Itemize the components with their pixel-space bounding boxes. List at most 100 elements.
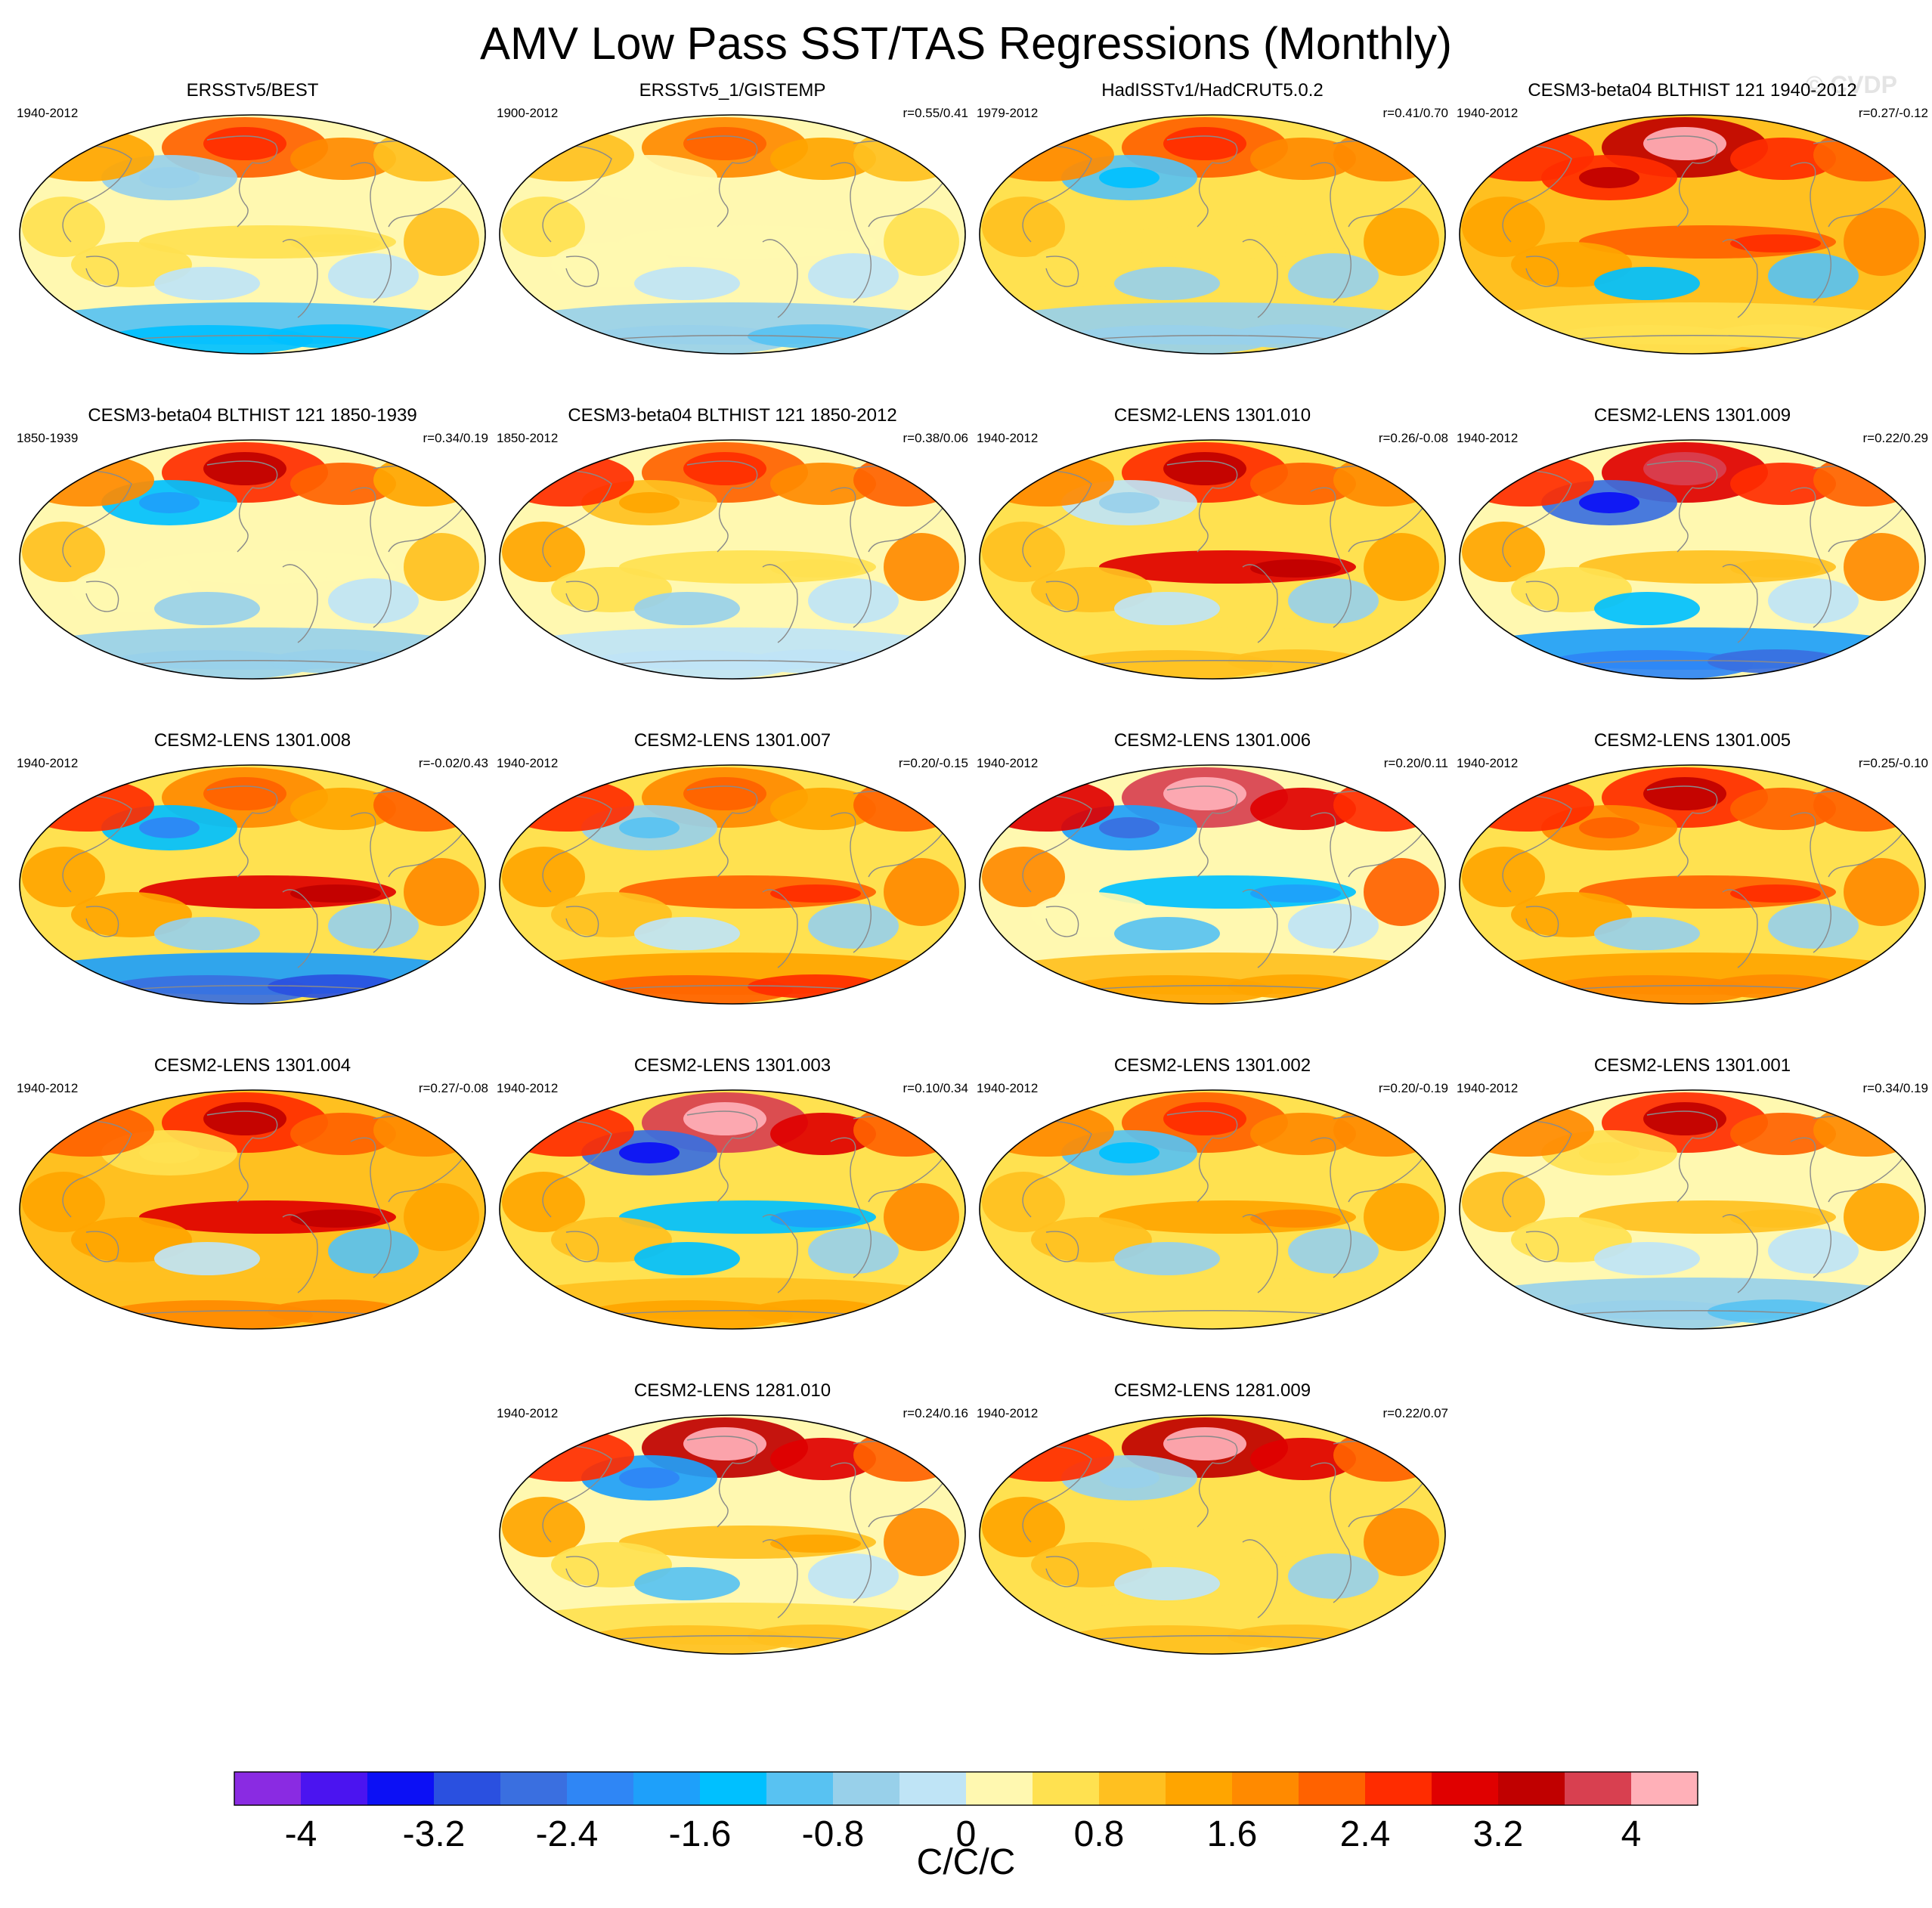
coastline (1045, 581, 1079, 612)
field-anomaly (328, 903, 419, 949)
field-anomaly (502, 522, 585, 582)
field-anomaly (770, 884, 861, 903)
field-anomaly (683, 777, 766, 810)
map-border (979, 439, 1446, 680)
map-border (499, 1089, 966, 1330)
field-anomaly (1114, 917, 1220, 950)
coastline (686, 460, 758, 553)
regression-map (19, 1089, 486, 1330)
coastline (686, 135, 758, 228)
map-border (19, 764, 486, 1005)
coastline (762, 1214, 798, 1293)
field-anomaly (1250, 559, 1341, 578)
map-panel: CESM2-LENS 1281.009 1940-2012 r=0.22/0.07 (972, 1380, 1453, 1705)
field-anomaly (1730, 1210, 1821, 1228)
field-anomaly (1730, 463, 1836, 505)
coastline (1242, 564, 1278, 643)
field-anomaly (1462, 847, 1545, 907)
regression-map (499, 1414, 966, 1655)
panel-title: CESM2-LENS 1301.006 (1113, 730, 1311, 751)
coastline (1166, 135, 1238, 228)
panel-correlation: r=0.20/-0.15 (898, 756, 968, 770)
field-anomaly (619, 167, 680, 188)
field-anomaly (884, 533, 959, 601)
field-anomaly (1114, 267, 1220, 300)
map-panel: CESM2-LENS 1301.009 1940-2012 r=0.22/0.29 (1452, 405, 1932, 730)
colorbar-segment (766, 1772, 834, 1805)
field-anomaly (22, 197, 105, 257)
colorbar-segment (1099, 1772, 1166, 1805)
field-anomaly (290, 884, 381, 903)
coastline (565, 906, 599, 937)
field-anomaly (1099, 167, 1160, 188)
map-panel: CESM2-LENS 1281.010 1940-2012 r=0.24/0.16 (492, 1380, 973, 1705)
coastline (1166, 460, 1238, 553)
coastline (350, 1137, 392, 1278)
coastline (762, 889, 798, 968)
colorbar-tick-label: -0.8 (802, 1814, 865, 1854)
coastline (1646, 460, 1718, 553)
field-anomaly (22, 522, 105, 582)
panel-years: 1940-2012 (497, 1081, 559, 1095)
field-anomaly (1163, 1427, 1246, 1460)
field-anomaly (1768, 1228, 1859, 1274)
regression-map (1459, 1089, 1926, 1330)
coastline (1722, 564, 1758, 643)
field-anomaly (328, 1228, 419, 1274)
field-anomaly (634, 267, 740, 300)
field-anomaly (22, 847, 105, 907)
field-anomaly (808, 1228, 899, 1274)
panel-title: CESM2-LENS 1301.010 (1113, 405, 1311, 426)
colorbar-segment (899, 1772, 967, 1805)
field-anomaly (770, 234, 861, 252)
coastline (206, 460, 278, 553)
map-panel: CESM2-LENS 1301.003 1940-2012 r=0.10/0.34 (492, 1055, 973, 1380)
coastline (282, 889, 318, 968)
map-border (499, 764, 966, 1005)
field-anomaly (619, 1467, 680, 1488)
coastline (1045, 1231, 1079, 1262)
panel-title: CESM2-LENS 1281.009 (1113, 1380, 1311, 1401)
field-anomaly (683, 1427, 766, 1460)
field-anomaly (1768, 903, 1859, 949)
colorbar-segment (1232, 1772, 1299, 1805)
coastline (686, 785, 758, 878)
field-anomaly (1250, 1113, 1356, 1155)
panel-title: CESM3-beta04 BLTHIST 121 1940-2012 (1528, 80, 1857, 101)
field-anomaly (770, 138, 876, 180)
coastline (85, 1231, 119, 1262)
panel-years: 1940-2012 (977, 431, 1039, 445)
coastline (1646, 135, 1718, 228)
panel-years: 1940-2012 (17, 1081, 79, 1095)
field-anomaly (1114, 1242, 1220, 1275)
field-anomaly (1099, 1142, 1160, 1163)
map-panel: CESM2-LENS 1301.006 1940-2012 r=0.20/0.11 (972, 730, 1453, 1055)
field-anomaly (619, 817, 680, 838)
coastline (686, 1110, 758, 1203)
panel-years: 1900-2012 (497, 106, 559, 120)
map-border (1459, 764, 1926, 1005)
field-anomaly (1768, 253, 1859, 299)
panel-correlation: r=0.41/0.70 (1382, 106, 1449, 120)
panel-years: 1940-2012 (977, 1081, 1039, 1095)
field-anomaly (502, 1172, 585, 1232)
coastline (762, 1539, 798, 1618)
colorbar-tick-label: 3.2 (1473, 1814, 1524, 1854)
map-panel: ERSSTv5_1/GISTEMP 1900-2012 r=0.55/0.41 (492, 80, 973, 405)
panel-title: CESM2-LENS 1281.010 (633, 1380, 831, 1401)
regression-map (19, 439, 486, 680)
field-anomaly (203, 1102, 286, 1135)
field-anomaly (884, 1183, 959, 1251)
coastline (1722, 1214, 1758, 1293)
field-anomaly (1250, 1438, 1356, 1480)
panel-years: 1940-2012 (17, 756, 79, 770)
field-anomaly (404, 208, 479, 276)
coastline (1722, 889, 1758, 968)
field-anomaly (1643, 452, 1726, 485)
regression-map (979, 1414, 1446, 1655)
field-anomaly (1250, 788, 1356, 830)
field-anomaly (1364, 208, 1439, 276)
coastline (1166, 1436, 1238, 1528)
colorbar-segment (1631, 1772, 1698, 1805)
panel-years: 1940-2012 (1457, 1081, 1519, 1095)
